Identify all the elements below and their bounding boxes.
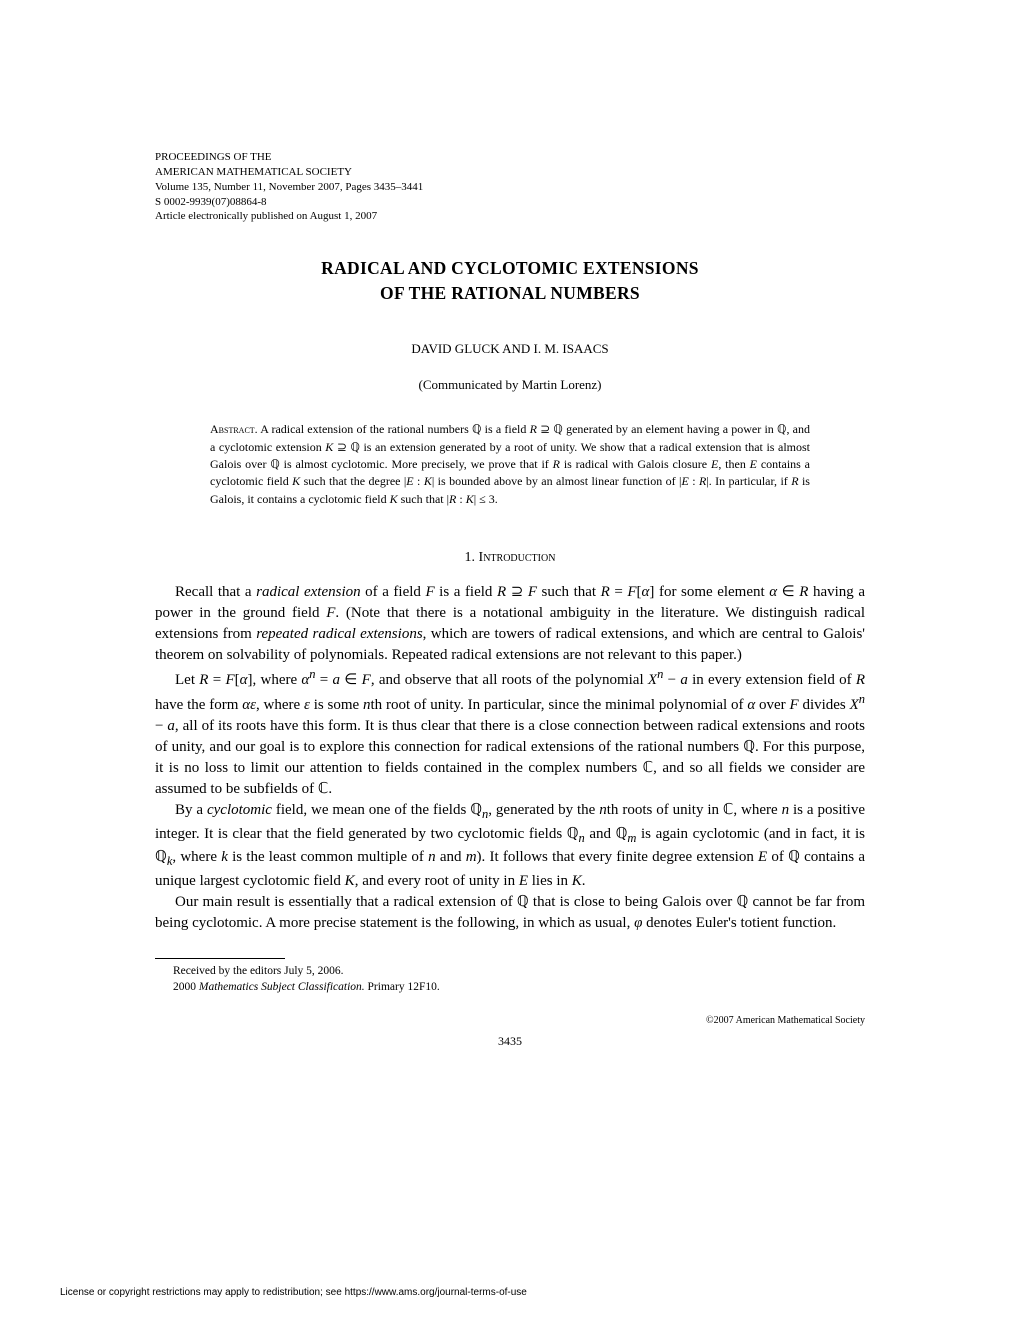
- header-line: AMERICAN MATHEMATICAL SOCIETY: [155, 165, 865, 180]
- paper-title: RADICAL AND CYCLOTOMIC EXTENSIONSOF THE …: [155, 256, 865, 305]
- copyright: ©2007 American Mathematical Society: [155, 1015, 865, 1026]
- page-number: 3435: [155, 1034, 865, 1049]
- footnote-rule: [155, 958, 285, 959]
- communicated-by: (Communicated by Martin Lorenz): [155, 377, 865, 393]
- msc-label: 2000 Mathematics Subject Classification.: [173, 981, 365, 993]
- footnotes: Received by the editors July 5, 2006. 20…: [155, 963, 865, 995]
- header-line: PROCEEDINGS OF THE: [155, 150, 865, 165]
- body-text: Recall that a radical extension of a fie…: [155, 582, 865, 934]
- journal-header: PROCEEDINGS OF THE AMERICAN MATHEMATICAL…: [155, 150, 865, 224]
- section-number: 1.: [465, 550, 476, 565]
- footnote-msc: 2000 Mathematics Subject Classification.…: [155, 979, 865, 995]
- header-line: S 0002-9939(07)08864-8: [155, 195, 865, 210]
- license-notice: License or copyright restrictions may ap…: [60, 1287, 527, 1298]
- paragraph: Recall that a radical extension of a fie…: [155, 582, 865, 666]
- paragraph: Our main result is essentially that a ra…: [155, 892, 865, 934]
- abstract-text: A radical extension of the rational numb…: [210, 422, 810, 506]
- section-heading: 1. Introduction: [155, 550, 865, 566]
- footnote-received: Received by the editors July 5, 2006.: [155, 963, 865, 979]
- msc-text: Primary 12F10.: [365, 981, 440, 993]
- header-line: Volume 135, Number 11, November 2007, Pa…: [155, 180, 865, 195]
- paragraph: By a cyclotomic field, we mean one of th…: [155, 800, 865, 892]
- abstract: Abstract. A radical extension of the rat…: [210, 421, 810, 508]
- section-title-text: Introduction: [479, 550, 556, 565]
- authors: DAVID GLUCK AND I. M. ISAACS: [155, 341, 865, 357]
- paragraph: Let R = F[α], where αn = a ∈ F, and obse…: [155, 666, 865, 800]
- header-line: Article electronically published on Augu…: [155, 209, 865, 224]
- abstract-label: Abstract.: [210, 422, 258, 436]
